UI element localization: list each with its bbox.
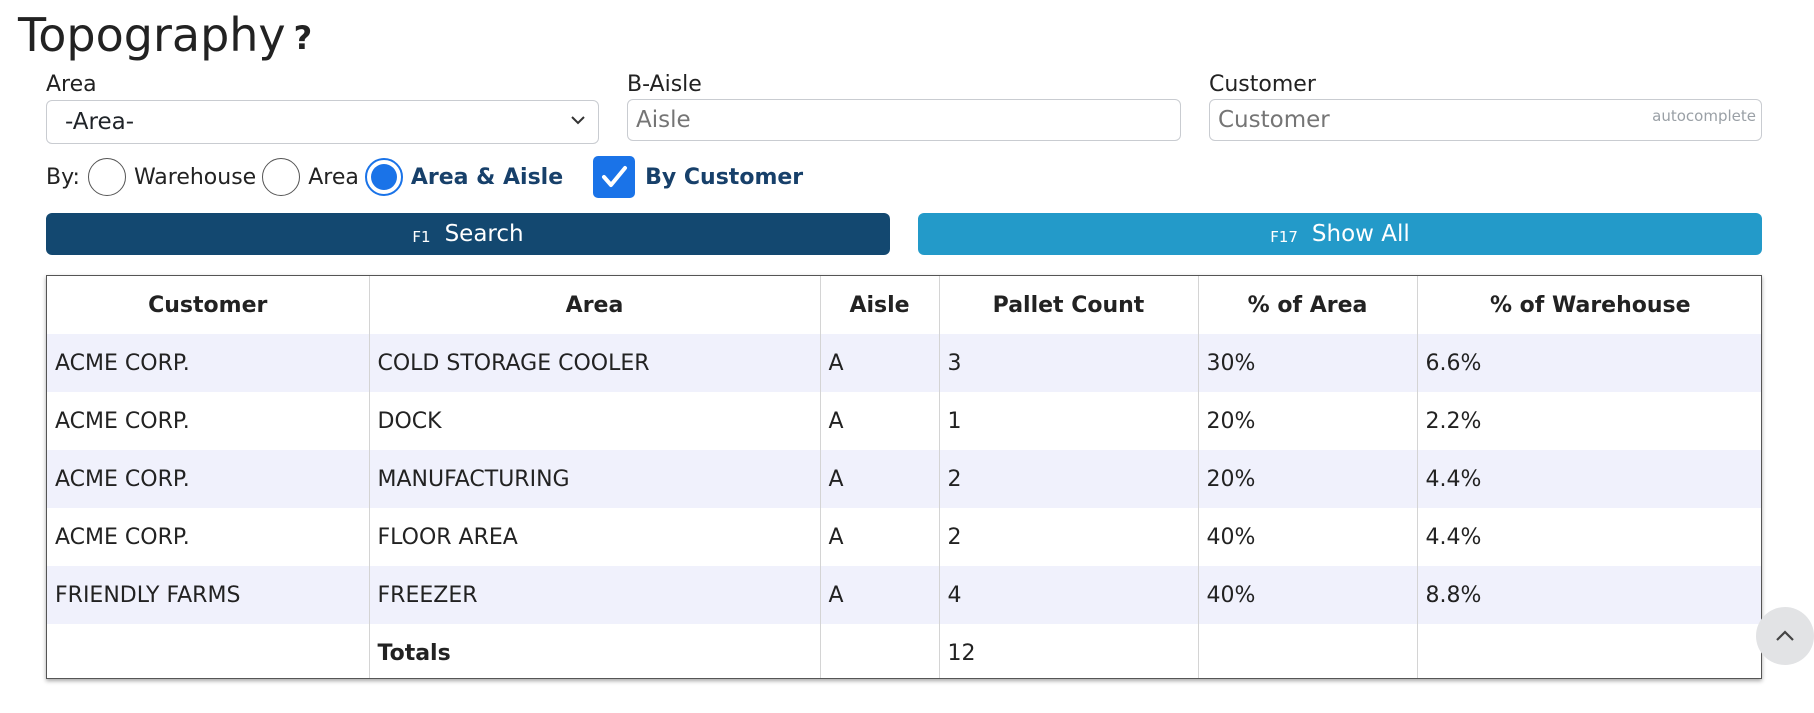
aisle-label: B-Aisle: [627, 72, 702, 97]
table-row: FRIENDLY FARMS FREEZER A 4 40% 8.8%: [47, 566, 1761, 624]
cell-pct-area: 20%: [1197, 450, 1417, 508]
totals-empty-cell: [819, 624, 939, 678]
cell-aisle: A: [819, 334, 939, 392]
page-title-text: Topography: [18, 8, 286, 62]
cell-pallet-count: 2: [938, 450, 1198, 508]
cell-pallet-count: 1: [938, 392, 1198, 450]
area-label: Area: [46, 72, 97, 97]
totals-empty-cell: [1197, 624, 1417, 678]
totals-pallet-count: 12: [938, 624, 1198, 678]
cell-pct-warehouse: 6.6%: [1416, 334, 1761, 392]
search-button-label: Search: [444, 221, 524, 247]
cell-aisle: A: [819, 566, 939, 624]
customer-field[interactable]: autocomplete: [1209, 99, 1762, 141]
cell-pct-area: 40%: [1197, 566, 1417, 624]
column-header-pallet-count[interactable]: Pallet Count: [938, 276, 1198, 334]
cell-pct-warehouse: 4.4%: [1416, 450, 1761, 508]
cell-customer: ACME CORP.: [47, 392, 369, 450]
cell-customer: ACME CORP.: [47, 450, 369, 508]
cell-aisle: A: [819, 450, 939, 508]
radio-warehouse[interactable]: [87, 158, 126, 196]
cell-pct-warehouse: 2.2%: [1416, 392, 1761, 450]
cell-area: FLOOR AREA: [368, 508, 820, 566]
radio-area-aisle[interactable]: [364, 158, 403, 196]
radio-area[interactable]: [262, 158, 301, 196]
cell-customer: FRIENDLY FARMS: [47, 566, 369, 624]
table-row: ACME CORP. DOCK A 1 20% 2.2%: [47, 392, 1761, 450]
cell-pallet-count: 2: [938, 508, 1198, 566]
totals-empty-cell: [47, 624, 369, 678]
customer-input[interactable]: [1209, 99, 1762, 141]
by-label: By:: [46, 164, 80, 190]
table-row: ACME CORP. FLOOR AREA A 2 40% 4.4%: [47, 508, 1761, 566]
show-all-button-label: Show All: [1311, 221, 1410, 247]
cell-area: MANUFACTURING: [368, 450, 820, 508]
checkmark-icon: [602, 166, 628, 187]
cell-pallet-count: 3: [938, 334, 1198, 392]
cell-aisle: A: [819, 392, 939, 450]
cell-pct-warehouse: 4.4%: [1416, 508, 1761, 566]
cell-customer: ACME CORP.: [47, 334, 369, 392]
area-select-value: -Area-: [65, 109, 135, 135]
search-button[interactable]: F1 Search: [46, 213, 890, 255]
radio-warehouse-label[interactable]: Warehouse: [133, 164, 257, 190]
scroll-to-top-button[interactable]: [1756, 607, 1814, 665]
show-all-shortcut-key: F17: [1270, 228, 1298, 246]
table-header-row: Customer Area Aisle Pallet Count % of Ar…: [47, 276, 1761, 334]
column-header-pct-warehouse[interactable]: % of Warehouse: [1416, 276, 1761, 334]
cell-pct-warehouse: 8.8%: [1416, 566, 1761, 624]
cell-pct-area: 30%: [1197, 334, 1417, 392]
cell-customer: ACME CORP.: [47, 508, 369, 566]
autocomplete-hint: autocomplete: [1652, 107, 1756, 125]
search-shortcut-key: F1: [412, 228, 431, 246]
by-customer-label[interactable]: By Customer: [645, 164, 804, 190]
customer-label: Customer: [1209, 72, 1316, 97]
chevron-up-icon: [1776, 630, 1794, 641]
cell-area: FREEZER: [368, 566, 820, 624]
show-all-button[interactable]: F17 Show All: [918, 213, 1762, 255]
radio-selected-dot: [370, 164, 397, 190]
cell-pct-area: 20%: [1197, 392, 1417, 450]
cell-area: DOCK: [368, 392, 820, 450]
group-by-options: By: Warehouse Area Area & Aisle By Custo…: [46, 155, 803, 199]
topography-table: Customer Area Aisle Pallet Count % of Ar…: [46, 275, 1762, 679]
question-mark-icon[interactable]: ?: [293, 19, 313, 57]
cell-pct-area: 40%: [1197, 508, 1417, 566]
cell-area: COLD STORAGE COOLER: [368, 334, 820, 392]
cell-pallet-count: 4: [938, 566, 1198, 624]
column-header-area[interactable]: Area: [368, 276, 820, 334]
chevron-down-icon: [570, 101, 586, 157]
page-title: Topography?: [18, 6, 312, 69]
radio-area-label[interactable]: Area: [308, 164, 359, 190]
radio-area-aisle-label[interactable]: Area & Aisle: [410, 164, 564, 190]
table-row: ACME CORP. COLD STORAGE COOLER A 3 30% 6…: [47, 334, 1761, 392]
totals-row: Totals 12: [47, 624, 1761, 678]
column-header-pct-area[interactable]: % of Area: [1197, 276, 1417, 334]
totals-label: Totals: [368, 624, 820, 678]
cell-aisle: A: [819, 508, 939, 566]
column-header-customer[interactable]: Customer: [148, 292, 268, 318]
column-header-aisle[interactable]: Aisle: [819, 276, 939, 334]
by-customer-checkbox[interactable]: [593, 156, 636, 198]
table-row: ACME CORP. MANUFACTURING A 2 20% 4.4%: [47, 450, 1761, 508]
aisle-input[interactable]: [627, 99, 1181, 141]
area-select[interactable]: -Area-: [46, 100, 599, 144]
totals-empty-cell: [1416, 624, 1761, 678]
